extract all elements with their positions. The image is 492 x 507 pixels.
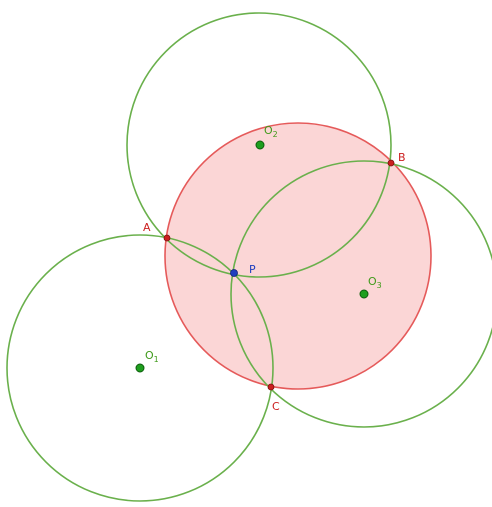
point-b — [387, 159, 395, 167]
label-a: A — [143, 221, 151, 234]
point-a — [163, 234, 171, 242]
label-o1-main: O — [145, 349, 154, 362]
point-o3 — [359, 289, 369, 299]
label-o3-sub: 3 — [377, 281, 382, 290]
label-o1-sub: 1 — [154, 355, 159, 364]
label-o1: O1 — [145, 349, 159, 364]
point-c — [267, 383, 275, 391]
label-o3-main: O — [368, 275, 377, 288]
label-p: P — [249, 263, 256, 276]
circle-o2 — [126, 12, 392, 278]
circle-o3 — [230, 160, 492, 428]
label-b: B — [398, 151, 406, 164]
label-o3: O3 — [368, 275, 382, 290]
label-o2-main: O — [264, 124, 273, 137]
circumcircle-abc — [164, 122, 432, 390]
point-p — [230, 269, 238, 277]
label-o2-sub: 2 — [273, 130, 278, 139]
point-o2 — [255, 140, 265, 150]
label-c: C — [272, 400, 280, 413]
label-o2: O2 — [264, 124, 278, 139]
point-o1 — [135, 363, 145, 373]
circle-o1 — [6, 234, 274, 502]
